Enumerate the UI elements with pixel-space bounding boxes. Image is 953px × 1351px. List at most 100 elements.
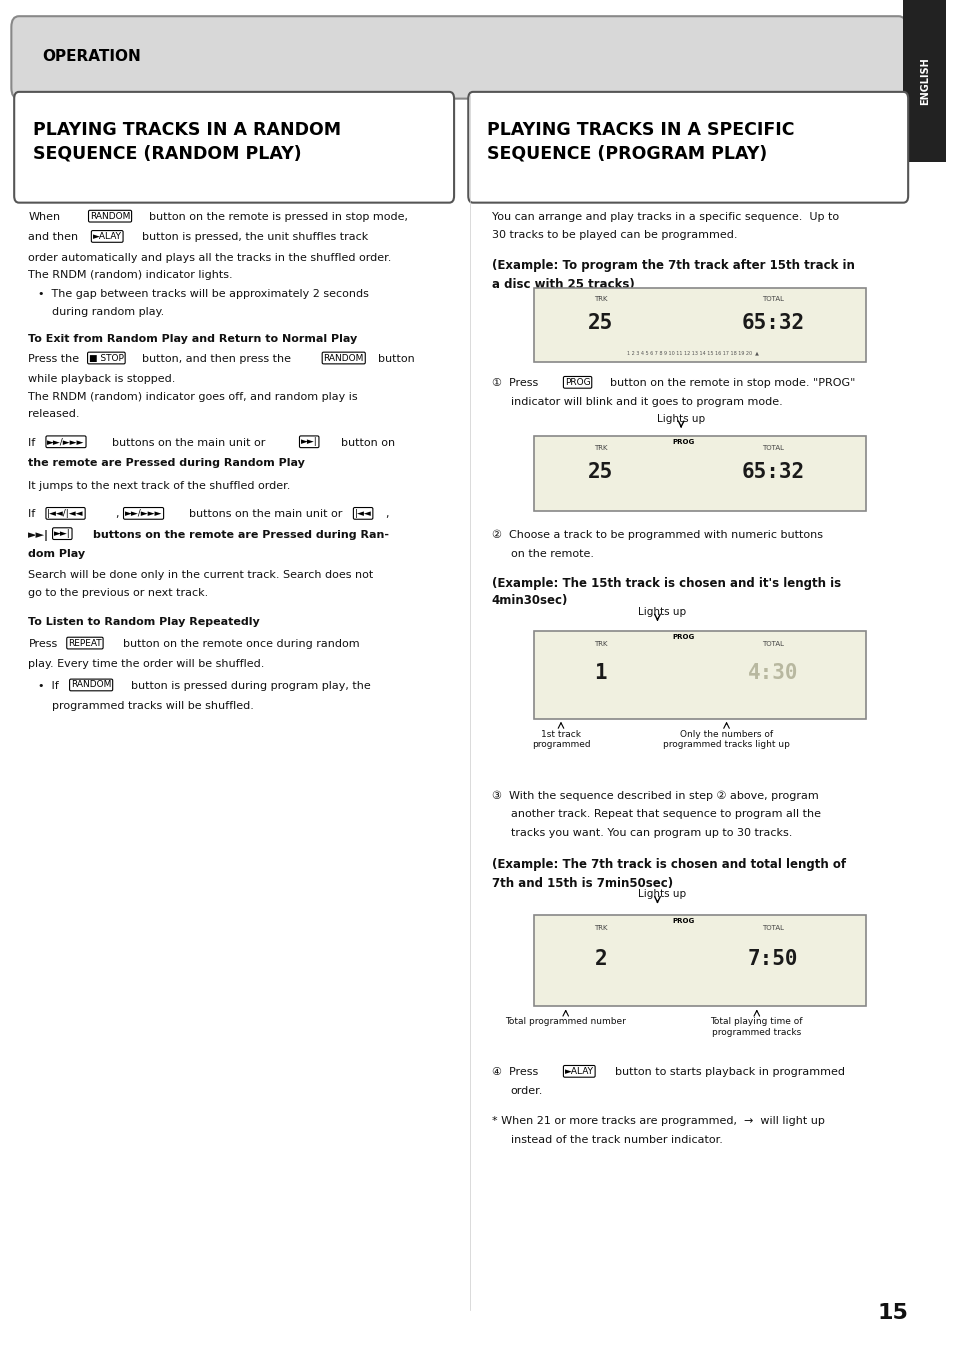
Text: 65:32: 65:32 — [740, 313, 803, 334]
Text: another track. Repeat that sequence to program all the: another track. Repeat that sequence to p… — [510, 809, 820, 819]
Text: (Example: To program the 7th track after 15th track in: (Example: To program the 7th track after… — [492, 259, 854, 273]
Text: 7:50: 7:50 — [747, 948, 798, 969]
Text: TOTAL: TOTAL — [761, 444, 783, 450]
Text: dom Play: dom Play — [29, 549, 86, 558]
Text: button is pressed during program play, the: button is pressed during program play, t… — [131, 681, 370, 690]
Text: button on the remote once during random: button on the remote once during random — [123, 639, 359, 648]
Text: tracks you want. You can program up to 30 tracks.: tracks you want. You can program up to 3… — [510, 828, 791, 838]
Text: Total programmed number: Total programmed number — [505, 1017, 625, 1027]
Text: TRK: TRK — [594, 296, 607, 301]
FancyBboxPatch shape — [14, 92, 454, 203]
Text: TRK: TRK — [594, 444, 607, 450]
Text: button, and then press the: button, and then press the — [142, 354, 291, 363]
Text: ③  With the sequence described in step ② above, program: ③ With the sequence described in step ② … — [492, 790, 818, 801]
Text: go to the previous or next track.: go to the previous or next track. — [29, 588, 209, 597]
Text: button to starts playback in programmed: button to starts playback in programmed — [615, 1067, 844, 1077]
Text: button on: button on — [340, 438, 395, 447]
Text: To Exit from Random Play and Return to Normal Play: To Exit from Random Play and Return to N… — [29, 334, 357, 343]
Text: Only the numbers of
programmed tracks light up: Only the numbers of programmed tracks li… — [662, 730, 789, 748]
Text: button is pressed, the unit shuffles track: button is pressed, the unit shuffles tra… — [142, 232, 368, 242]
Text: TOTAL: TOTAL — [761, 296, 783, 301]
Text: button on the remote is pressed in stop mode,: button on the remote is pressed in stop … — [150, 212, 408, 222]
Text: RANDOM: RANDOM — [90, 212, 131, 220]
FancyBboxPatch shape — [468, 92, 907, 203]
Text: Press the: Press the — [29, 354, 79, 363]
Text: released.: released. — [29, 409, 80, 419]
Text: buttons on the main unit or: buttons on the main unit or — [112, 438, 265, 447]
Text: 4min30sec): 4min30sec) — [492, 594, 568, 608]
Text: ■ STOP: ■ STOP — [89, 354, 124, 362]
Text: 1: 1 — [594, 663, 606, 684]
Text: |◄◄/|◄◄: |◄◄/|◄◄ — [48, 509, 84, 517]
Text: If: If — [29, 438, 39, 447]
Text: 2: 2 — [594, 948, 606, 969]
Text: the remote are Pressed during Random Play: the remote are Pressed during Random Pla… — [29, 458, 305, 467]
Text: on the remote.: on the remote. — [510, 549, 593, 558]
Text: TOTAL: TOTAL — [761, 642, 783, 647]
Text: Lights up: Lights up — [638, 889, 685, 900]
Text: 4:30: 4:30 — [747, 663, 798, 684]
Text: PLAYING TRACKS IN A RANDOM
SEQUENCE (RANDOM PLAY): PLAYING TRACKS IN A RANDOM SEQUENCE (RAN… — [33, 122, 341, 162]
Text: The RNDM (random) indicator goes off, and random play is: The RNDM (random) indicator goes off, an… — [29, 392, 357, 401]
Text: Search will be done only in the current track. Search does not: Search will be done only in the current … — [29, 570, 374, 580]
Text: PROG: PROG — [672, 634, 694, 640]
FancyBboxPatch shape — [534, 631, 864, 719]
Text: 25: 25 — [587, 313, 613, 334]
Text: ►►|: ►►| — [29, 530, 50, 540]
Text: ④  Press: ④ Press — [492, 1067, 537, 1077]
FancyBboxPatch shape — [534, 436, 864, 511]
Text: 1st track
programmed: 1st track programmed — [531, 730, 590, 748]
Text: OPERATION: OPERATION — [43, 49, 141, 65]
Text: PLAYING TRACKS IN A SPECIFIC
SEQUENCE (PROGRAM PLAY): PLAYING TRACKS IN A SPECIFIC SEQUENCE (P… — [487, 122, 794, 162]
Text: ►►|: ►►| — [54, 530, 71, 538]
Text: PROG: PROG — [672, 439, 694, 444]
Text: 15: 15 — [877, 1304, 907, 1323]
Text: (Example: The 7th track is chosen and total length of: (Example: The 7th track is chosen and to… — [492, 858, 845, 871]
Bar — [902, 0, 945, 162]
Text: RANDOM: RANDOM — [323, 354, 363, 362]
Text: and then: and then — [29, 232, 78, 242]
Text: Lights up: Lights up — [638, 607, 685, 617]
Text: Lights up: Lights up — [657, 413, 704, 424]
Text: TRK: TRK — [594, 925, 607, 931]
Text: button on the remote in stop mode. "PROG": button on the remote in stop mode. "PROG… — [610, 378, 855, 388]
Text: You can arrange and play tracks in a specific sequence.  Up to: You can arrange and play tracks in a spe… — [492, 212, 839, 222]
Text: 25: 25 — [587, 462, 613, 482]
Text: ►►/►►►: ►►/►►► — [125, 509, 162, 517]
Text: The RNDM (random) indicator lights.: The RNDM (random) indicator lights. — [29, 270, 233, 280]
Text: RANDOM: RANDOM — [71, 681, 112, 689]
Text: ►►/►►►: ►►/►►► — [48, 438, 85, 446]
FancyBboxPatch shape — [534, 915, 864, 1006]
Text: •  The gap between tracks will be approximately 2 seconds: • The gap between tracks will be approxi… — [38, 289, 368, 299]
Text: a disc with 25 tracks): a disc with 25 tracks) — [492, 278, 634, 292]
Text: ►ALAY: ►ALAY — [92, 232, 122, 240]
Text: 30 tracks to be played can be programmed.: 30 tracks to be played can be programmed… — [492, 230, 737, 239]
Text: 1 2 3 4 5 6 7 8 9 10 11 12 13 14 15 16 17 18 19 20  ▲: 1 2 3 4 5 6 7 8 9 10 11 12 13 14 15 16 1… — [627, 350, 759, 355]
Text: play. Every time the order will be shuffled.: play. Every time the order will be shuff… — [29, 659, 265, 669]
Text: order.: order. — [510, 1086, 542, 1096]
Text: Press: Press — [29, 639, 57, 648]
Text: TOTAL: TOTAL — [761, 925, 783, 931]
Text: When: When — [29, 212, 60, 222]
Text: during random play.: during random play. — [52, 307, 164, 316]
Text: To Listen to Random Play Repeatedly: To Listen to Random Play Repeatedly — [29, 617, 260, 627]
Text: buttons on the main unit or: buttons on the main unit or — [189, 509, 342, 519]
Text: If: If — [29, 509, 39, 519]
Text: |◄◄: |◄◄ — [355, 509, 371, 517]
Text: ►►|: ►►| — [300, 438, 317, 446]
FancyBboxPatch shape — [11, 16, 905, 99]
Text: indicator will blink and it goes to program mode.: indicator will blink and it goes to prog… — [510, 397, 781, 407]
Text: ①  Press: ① Press — [492, 378, 537, 388]
Text: •  If: • If — [38, 681, 58, 690]
Text: button: button — [378, 354, 415, 363]
Text: 65:32: 65:32 — [740, 462, 803, 482]
Text: ②  Choose a track to be programmed with numeric buttons: ② Choose a track to be programmed with n… — [492, 530, 822, 540]
Text: ,: , — [115, 509, 119, 519]
Text: It jumps to the next track of the shuffled order.: It jumps to the next track of the shuffl… — [29, 481, 291, 490]
Text: REPEAT: REPEAT — [68, 639, 102, 647]
Text: * When 21 or more tracks are programmed,  →  will light up: * When 21 or more tracks are programmed,… — [492, 1116, 824, 1125]
Text: (Example: The 15th track is chosen and it's length is: (Example: The 15th track is chosen and i… — [492, 577, 841, 590]
Text: PROG: PROG — [672, 919, 694, 924]
Text: Total playing time of
programmed tracks: Total playing time of programmed tracks — [710, 1017, 802, 1036]
Text: ENGLISH: ENGLISH — [920, 57, 929, 105]
